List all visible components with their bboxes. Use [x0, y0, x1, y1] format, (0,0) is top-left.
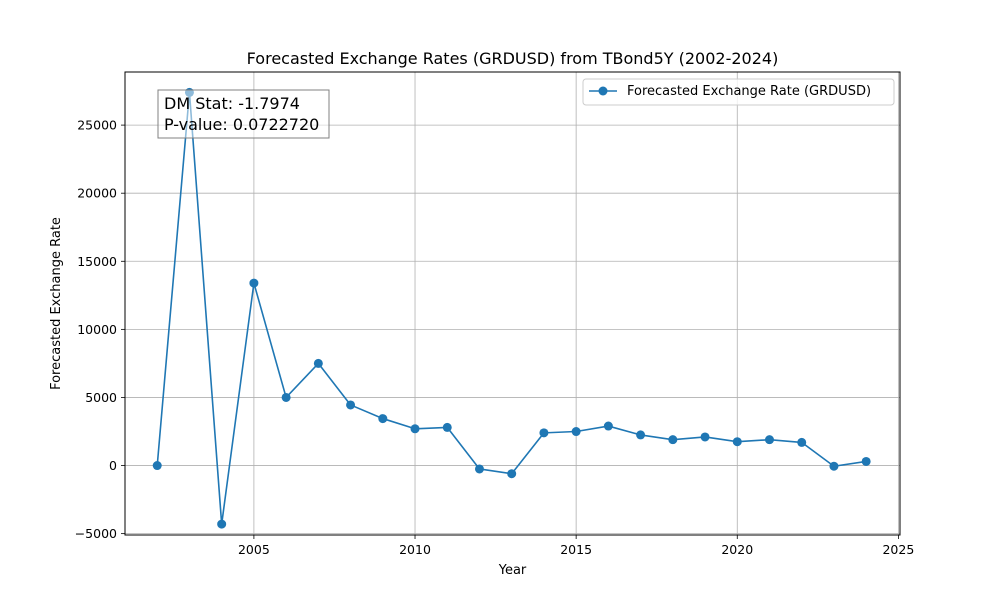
data-point [539, 428, 549, 438]
y-tick-label: 0 [109, 458, 117, 473]
data-point [797, 437, 807, 447]
data-point [571, 427, 581, 437]
y-tick-label: −5000 [75, 526, 117, 541]
y-tick-label: 15000 [77, 254, 117, 269]
dm-stat-text: DM Stat: -1.7974 [164, 94, 300, 113]
data-point [474, 464, 484, 474]
data-point [313, 358, 323, 368]
data-point [764, 435, 774, 445]
x-tick-label: 2025 [882, 542, 914, 557]
data-point [152, 461, 162, 471]
data-point [636, 430, 646, 440]
x-axis-label: Year [498, 563, 527, 578]
legend: Forecasted Exchange Rate (GRDUSD) [582, 78, 895, 106]
legend-label: Forecasted Exchange Rate (GRDUSD) [627, 84, 871, 99]
y-axis-label: Forecasted Exchange Rate [49, 217, 64, 390]
data-point [861, 456, 871, 466]
legend-box [582, 78, 895, 106]
data-point [378, 414, 388, 424]
x-tick-label: 2015 [560, 542, 592, 557]
data-point [507, 469, 517, 479]
data-point [346, 400, 356, 410]
x-tick-label: 2005 [238, 542, 270, 557]
x-tick-label: 2020 [721, 542, 753, 557]
data-point [732, 437, 742, 447]
series-line [156, 91, 867, 525]
p-value-text: P-value: 0.0722720 [164, 115, 319, 134]
data-point [217, 519, 227, 529]
series-layer [152, 87, 871, 529]
data-point [668, 435, 678, 445]
data-point [410, 424, 420, 434]
y-tick-label: 20000 [77, 186, 117, 201]
data-point [829, 461, 839, 471]
data-point [700, 432, 710, 442]
x-tick-label: 2010 [399, 542, 431, 557]
plot-frame [124, 71, 901, 536]
ticks: 2005 2010 2015 2020 2025 −5000 0 5000 10000 15000… [75, 118, 915, 557]
stat-annotation: DM Stat: -1.7974 P-value: 0.0722720 [157, 89, 330, 139]
grid [125, 72, 900, 535]
y-tick-label: 10000 [77, 322, 117, 337]
data-point [281, 392, 291, 402]
data-point [603, 421, 613, 431]
y-tick-label: 25000 [77, 118, 117, 133]
stat-annotation-box [157, 89, 330, 139]
data-point [442, 422, 452, 432]
data-point [249, 278, 259, 288]
y-tick-label: 5000 [85, 390, 117, 405]
legend-marker-swatch [598, 86, 608, 96]
chart-title: Forecasted Exchange Rates (GRDUSD) from … [247, 49, 779, 68]
